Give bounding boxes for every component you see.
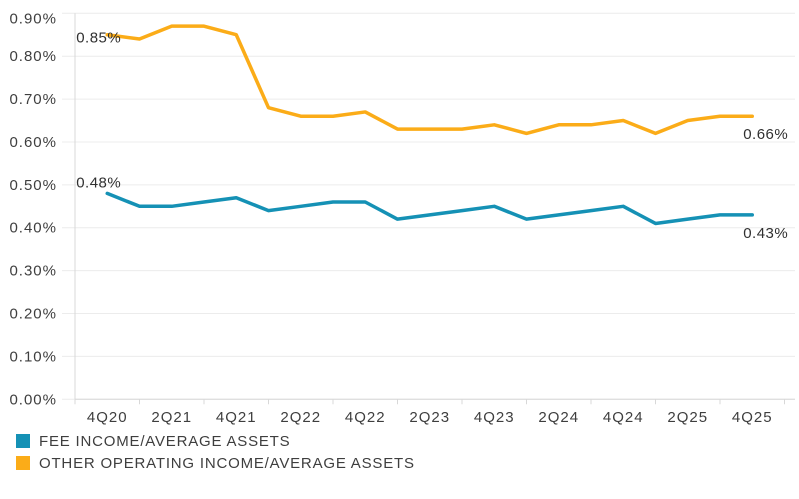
y-axis-tick-label: 0.20%	[9, 306, 57, 323]
legend-item-fee-income: FEE INCOME/AVERAGE ASSETS	[16, 432, 415, 450]
data-label: 0.66%	[743, 126, 788, 143]
x-axis-tick-label: 4Q22	[345, 409, 386, 426]
x-axis-tick-label: 4Q25	[732, 409, 773, 426]
y-axis-tick-label: 0.80%	[9, 48, 57, 65]
data-label: 0.48%	[76, 174, 121, 191]
y-axis-tick-label: 0.00%	[9, 391, 57, 408]
y-axis-tick-label: 0.60%	[9, 134, 57, 151]
x-axis-tick-label: 2Q25	[667, 409, 708, 426]
x-axis-tick-label: 4Q24	[603, 409, 644, 426]
y-axis-tick-label: 0.70%	[9, 91, 57, 108]
y-axis-tick-label: 0.40%	[9, 220, 57, 237]
y-axis-tick-label: 0.50%	[9, 177, 57, 194]
other-operating-income-swatch-icon	[16, 456, 30, 470]
data-label: 0.85%	[76, 30, 121, 47]
data-label: 0.43%	[743, 225, 788, 242]
legend-label-other-operating-income: OTHER OPERATING INCOME/AVERAGE ASSETS	[39, 454, 415, 472]
y-axis-tick-label: 0.10%	[9, 348, 57, 365]
legend: FEE INCOME/AVERAGE ASSETS OTHER OPERATIN…	[16, 432, 415, 472]
x-axis-tick-label: 2Q24	[538, 409, 579, 426]
line-chart: 0.00% 0.10% 0.20% 0.30% 0.40% 0.50% 0.60% 0.70%…	[9, 10, 795, 426]
other-operating-income-line	[105, 24, 754, 136]
x-axis-tick-label: 2Q21	[151, 409, 192, 426]
x-axis-tick-label: 4Q21	[216, 409, 257, 426]
y-axis-tick-label: 0.90%	[9, 10, 57, 27]
fee-income-swatch-icon	[16, 434, 30, 448]
x-axis-tick-label: 2Q23	[409, 409, 450, 426]
x-axis-tick-label: 4Q23	[474, 409, 515, 426]
x-axis-tick-label: 4Q20	[87, 409, 128, 426]
legend-label-fee-income: FEE INCOME/AVERAGE ASSETS	[39, 432, 291, 450]
x-axis-tick-label: 2Q22	[280, 409, 321, 426]
legend-item-other-operating-income: OTHER OPERATING INCOME/AVERAGE ASSETS	[16, 454, 415, 472]
fee-income-line	[105, 191, 754, 226]
y-axis-tick-label: 0.30%	[9, 263, 57, 280]
